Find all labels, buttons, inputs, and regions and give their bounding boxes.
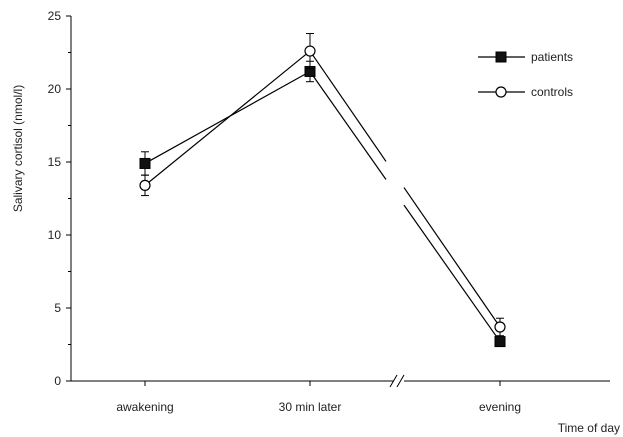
data-point — [139, 157, 151, 169]
series-layer — [139, 33, 506, 348]
data-point — [139, 179, 151, 191]
x-tick-label: awakening — [116, 400, 173, 414]
y-tick-label: 25 — [48, 9, 62, 23]
legend-marker — [495, 86, 507, 98]
legend-label: controls — [531, 85, 573, 99]
y-tick-label: 5 — [54, 301, 61, 315]
y-tick-label: 0 — [54, 374, 61, 388]
y-tick-label: 10 — [48, 228, 62, 242]
legend-marker — [495, 51, 507, 63]
series-line-segment — [144, 50, 311, 186]
series-line-segment — [403, 187, 501, 328]
series-line-segment — [403, 204, 501, 342]
y-tick-label: 20 — [48, 82, 62, 96]
x-tick-label: 30 min later — [279, 400, 342, 414]
x-axis-label: Time of day — [558, 421, 620, 435]
y-axis-label: Salivary cortisol (nmol/l) — [11, 85, 25, 212]
series-patients — [139, 60, 506, 348]
series-controls — [139, 33, 506, 337]
y-tick-label: 15 — [48, 155, 62, 169]
series-line-segment — [309, 71, 387, 180]
x-tick-label: evening — [479, 400, 521, 414]
data-point — [304, 45, 316, 57]
data-point — [494, 336, 506, 348]
legend: patients controls — [478, 50, 573, 99]
data-point — [494, 321, 506, 333]
axis-break-mark — [396, 374, 405, 388]
axis-break-mark — [389, 374, 398, 388]
series-line-segment — [309, 50, 387, 162]
y-ticks: 0 5 10 15 20 25 — [48, 9, 71, 388]
axes — [70, 16, 610, 388]
x-ticks: awakening 30 min later evening — [116, 381, 521, 414]
legend-label: patients — [531, 50, 573, 64]
